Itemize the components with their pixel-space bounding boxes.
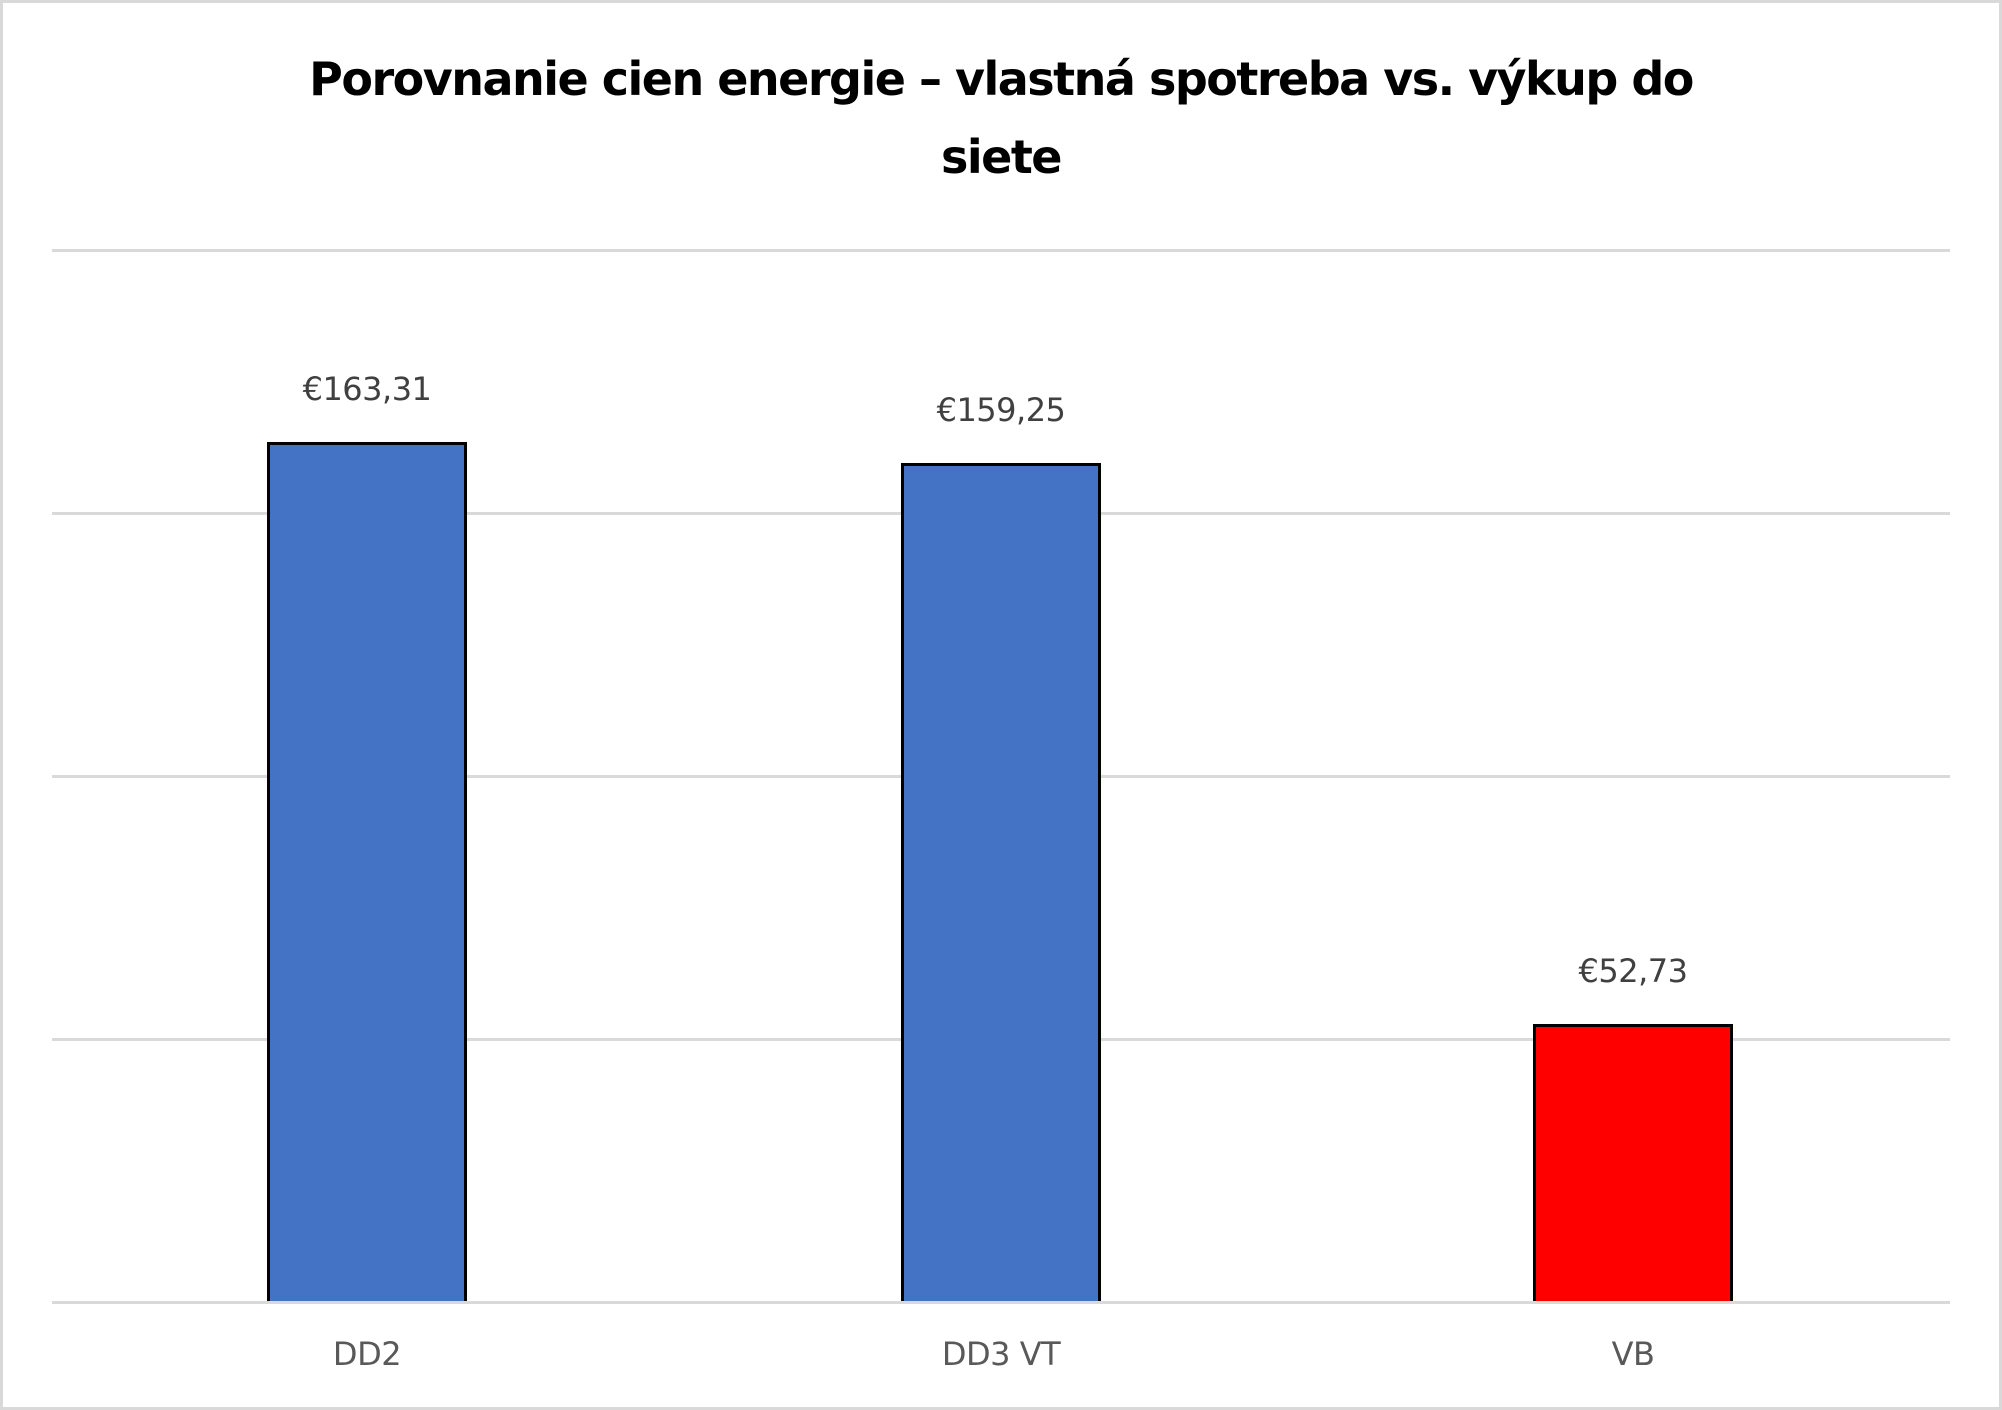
data-label: €159,25	[936, 391, 1066, 430]
x-axis-tick-label: DD2	[332, 1335, 402, 1373]
x-axis-tick-label: DD3 VT	[941, 1335, 1061, 1373]
chart-title-line-2: siete	[940, 130, 1063, 184]
chart-title-line-1: Porovnanie cien energie – vlastná spotre…	[309, 52, 1694, 106]
bar-dd3-vt[interactable]	[901, 463, 1101, 1301]
data-label: €163,31	[302, 369, 432, 408]
bar-dd2[interactable]	[267, 441, 467, 1301]
data-label: €52,73	[1578, 951, 1688, 990]
gridline	[52, 249, 1950, 252]
bar-vb[interactable]	[1533, 1023, 1733, 1301]
gridline	[52, 1301, 1950, 1304]
x-axis-tick-label: VB	[1611, 1335, 1655, 1373]
